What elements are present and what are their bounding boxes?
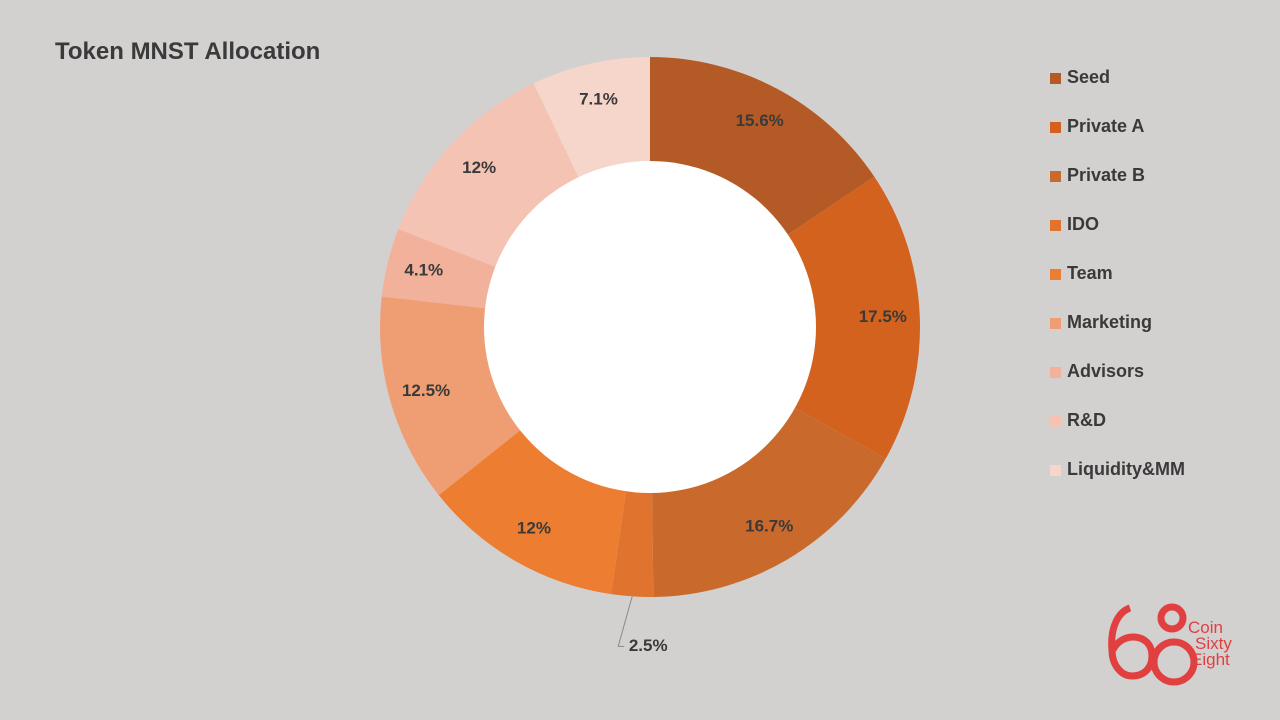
legend-item: Liquidity&MM [1050, 459, 1185, 508]
legend-item: Private A [1050, 116, 1185, 165]
legend-item: Seed [1050, 67, 1185, 116]
legend-item: Team [1050, 263, 1185, 312]
legend-label: Private B [1067, 165, 1146, 185]
legend-swatch [1050, 269, 1061, 280]
legend-swatch [1050, 465, 1061, 476]
legend: Seed Private A Private B IDO Team Marketing Ad… [1050, 67, 1185, 508]
slice-label: 7.1% [579, 89, 618, 108]
legend-label: Marketing [1067, 312, 1153, 332]
legend-item: Marketing [1050, 312, 1185, 361]
legend-swatch [1050, 171, 1061, 182]
legend-label: Liquidity&MM [1067, 459, 1185, 479]
legend-swatch [1050, 73, 1061, 84]
logo-small-ring [1157, 603, 1187, 633]
slice-label: 15.6% [736, 111, 784, 130]
slice-label: 12% [517, 519, 551, 538]
coin-sixty-eight-logo: Coin Sixty Eight [1108, 603, 1232, 686]
legend-item: R&D [1050, 410, 1185, 459]
slice-labels: 15.6% 17.5% 16.7% 2.5% 12% 12.5% 4.1% 12% 7.1% [402, 89, 907, 655]
logo-six-mark [1108, 604, 1156, 680]
logo-text-eight: Eight [1191, 650, 1230, 669]
slice-label: 16.7% [745, 517, 793, 536]
legend-label: Team [1067, 263, 1113, 283]
legend-label: Advisors [1067, 361, 1145, 381]
legend-label: Private A [1067, 116, 1145, 136]
chart-title: Token MNST Allocation [55, 38, 321, 65]
logo-text-sixty: Sixty [1195, 634, 1232, 653]
legend-swatch [1050, 220, 1061, 231]
logo-large-ring [1150, 638, 1198, 686]
legend-item: IDO [1050, 214, 1185, 263]
slice-label: 4.1% [404, 261, 443, 280]
legend-swatch [1050, 122, 1061, 133]
logo-text-coin: Coin [1188, 618, 1223, 637]
legend-label: Seed [1067, 67, 1111, 87]
legend-swatch [1050, 416, 1061, 427]
slice-label: 12% [462, 158, 496, 177]
donut-hole [484, 161, 816, 493]
legend-label: R&D [1067, 410, 1106, 430]
leader-line [617, 596, 633, 647]
legend-item: Advisors [1050, 361, 1185, 410]
slice-label: 12.5% [402, 381, 450, 400]
legend-swatch [1050, 318, 1061, 329]
legend-item: Private B [1050, 165, 1185, 214]
legend-label: IDO [1067, 214, 1100, 234]
legend-swatch [1050, 367, 1061, 378]
slice-label: 17.5% [859, 307, 907, 326]
slice-label: 2.5% [629, 636, 668, 655]
